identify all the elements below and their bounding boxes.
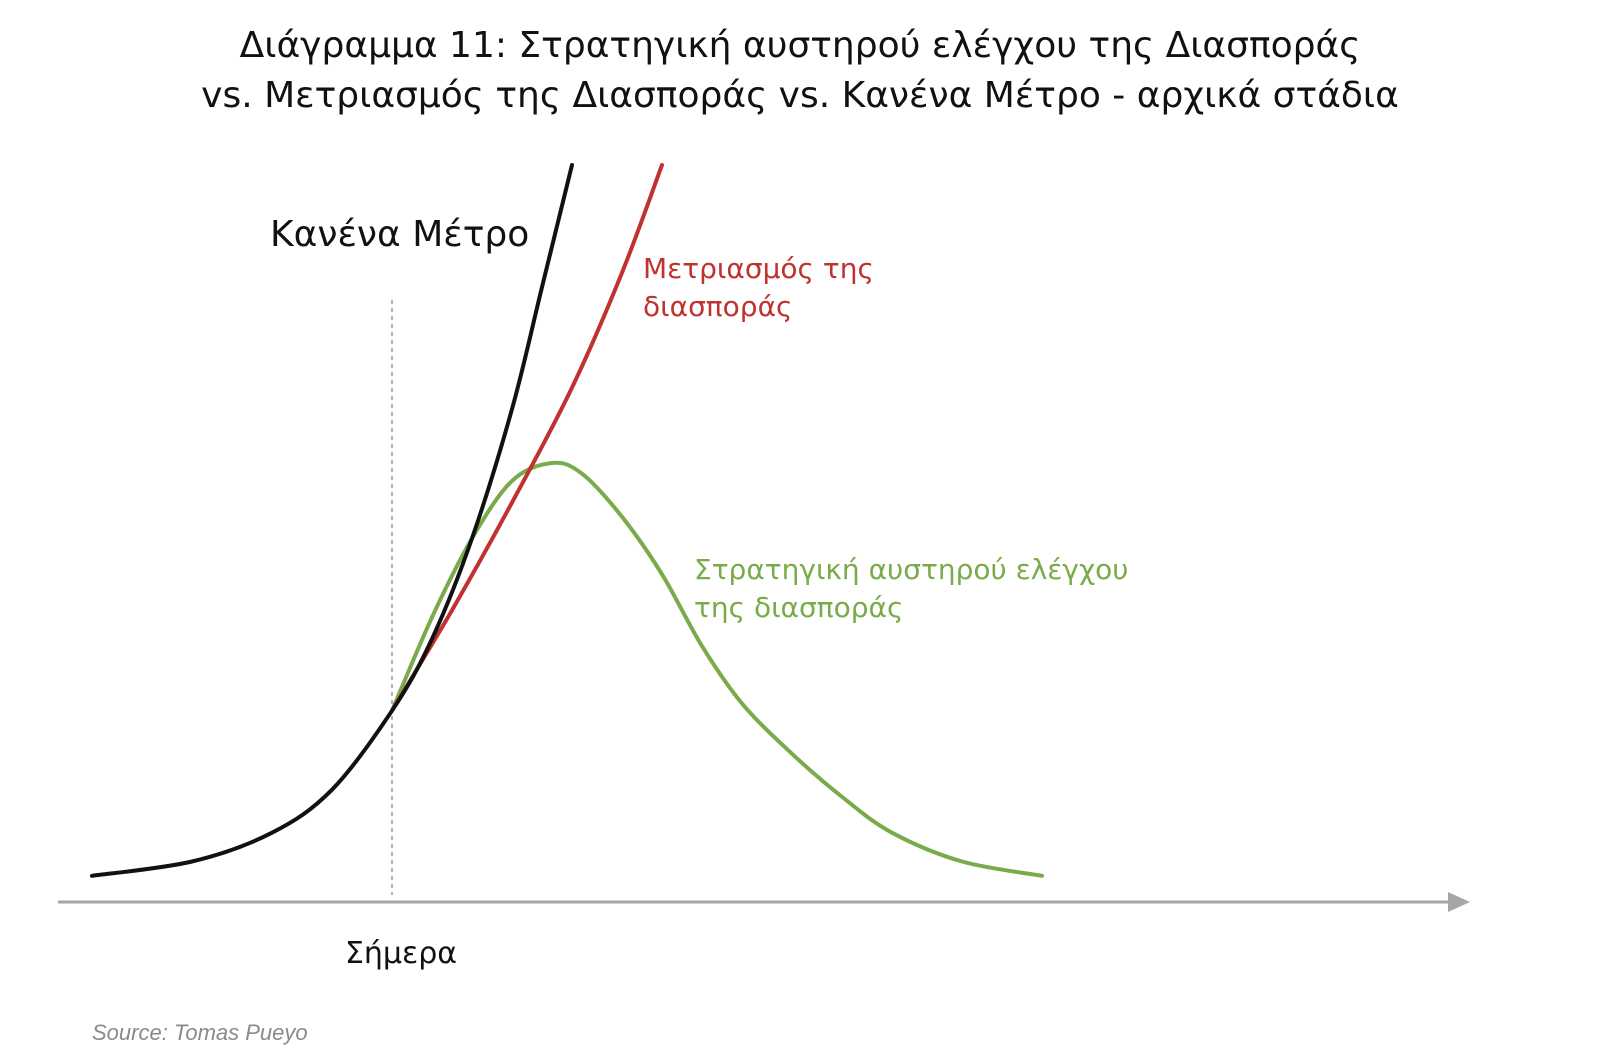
chart-title-line-2: vs. Μετριασμός της Διασποράς vs. Κανένα … bbox=[201, 75, 1399, 116]
series-label-mitigation-line-2: διασποράς bbox=[643, 290, 792, 323]
series-label-no-measure-line-1: Κανένα Μέτρο bbox=[270, 214, 529, 255]
series-no-measure-line bbox=[90, 163, 574, 878]
today-label: Σήμερα bbox=[345, 936, 457, 971]
series-label-suppression-line-1: Στρατηγική αυστηρού ελέγχου bbox=[694, 553, 1129, 586]
source-note: Source: Tomas Pueyo bbox=[92, 1020, 308, 1045]
chart-title-line-1: Διάγραμμα 11: Στρατηγική αυστηρού ελέγχο… bbox=[239, 25, 1361, 66]
series-mitigation-line bbox=[390, 163, 664, 713]
series-label-mitigation-line-1: Μετριασμός της bbox=[643, 252, 874, 285]
series-label-suppression-line-2: της διασποράς bbox=[694, 591, 903, 624]
series-suppression-line bbox=[390, 460, 1044, 878]
x-axis-arrow-icon bbox=[1448, 892, 1470, 912]
